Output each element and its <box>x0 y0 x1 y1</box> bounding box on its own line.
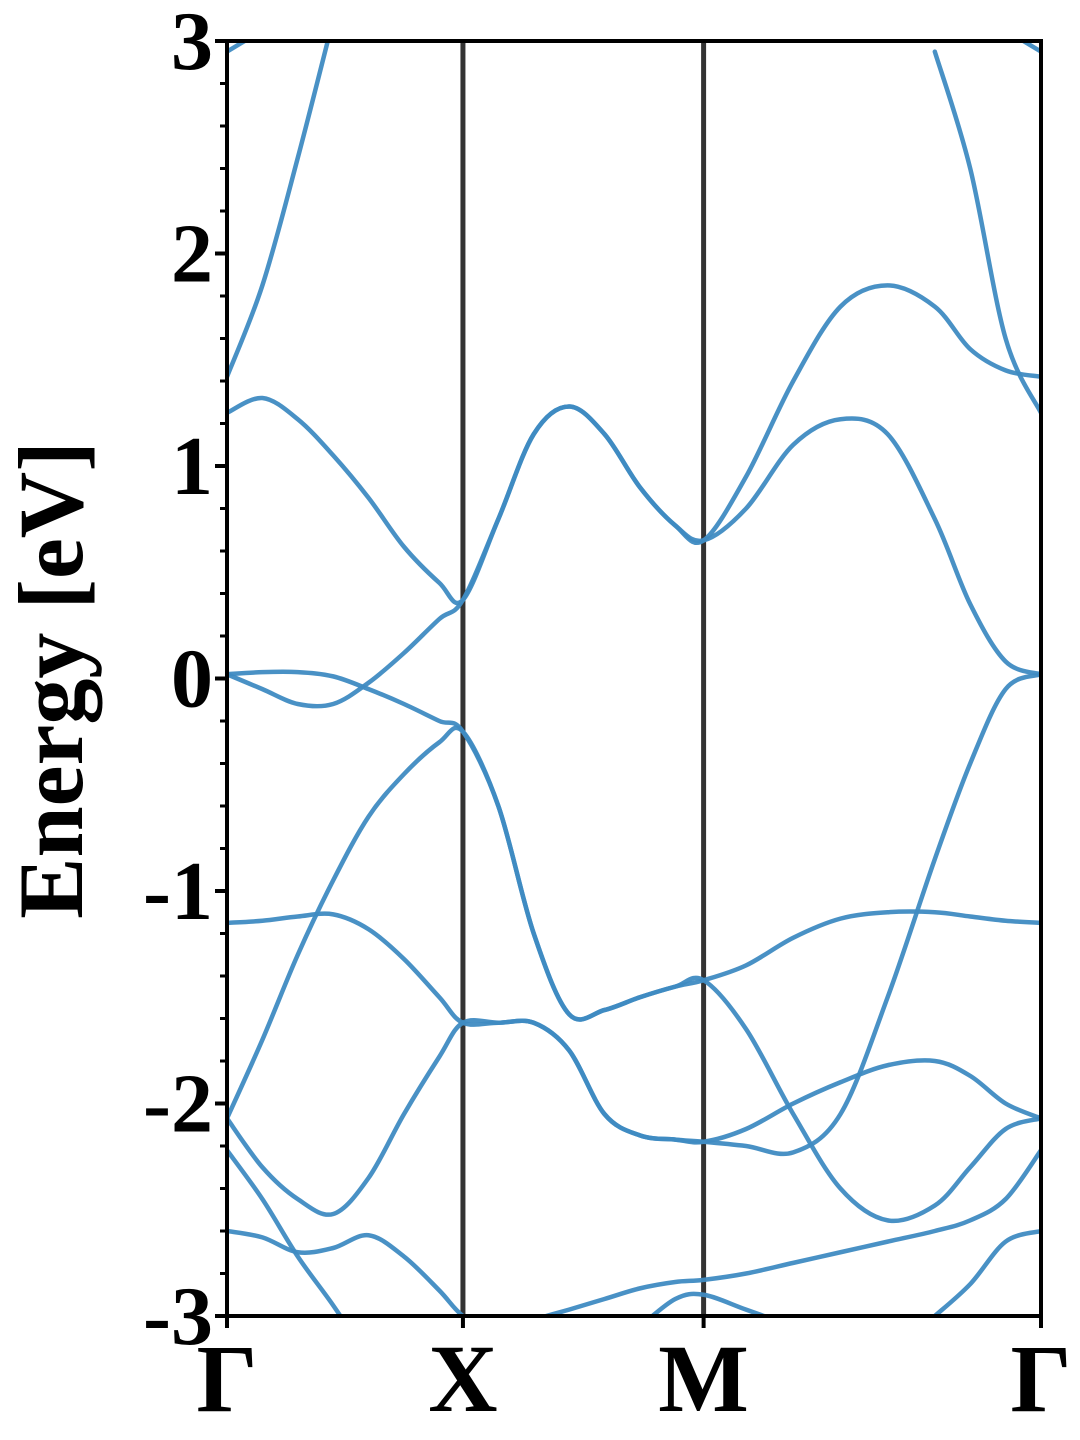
band-line <box>227 725 1041 1224</box>
y-tick-label: 1 <box>171 420 213 513</box>
band-line <box>227 1148 344 1316</box>
band-line <box>227 395 1041 677</box>
band-line <box>932 1228 1041 1316</box>
band-line <box>227 911 1041 1145</box>
y-tick-label: 3 <box>171 0 213 88</box>
x-tick-label: X <box>428 1325 497 1432</box>
band-line <box>648 1291 771 1316</box>
band-line <box>227 283 1041 709</box>
band-line <box>227 1148 1041 1316</box>
band-line <box>227 41 331 379</box>
band-line <box>227 672 1041 1217</box>
plot-area <box>227 41 1041 1316</box>
y-tick-label: -2 <box>143 1058 213 1151</box>
x-tick-label: Γ <box>196 1325 257 1432</box>
plot-frame <box>225 39 1043 1318</box>
y-tick-label: 0 <box>171 633 213 726</box>
y-tick-label: -3 <box>143 1270 213 1363</box>
y-tick-label: 2 <box>171 208 213 301</box>
y-tick-label: -1 <box>143 845 213 938</box>
x-tick-label: M <box>658 1325 749 1432</box>
band-line <box>932 49 1041 416</box>
x-tick-label: Γ <box>1010 1325 1071 1432</box>
y-axis-label: Energy [eV] <box>0 441 102 919</box>
